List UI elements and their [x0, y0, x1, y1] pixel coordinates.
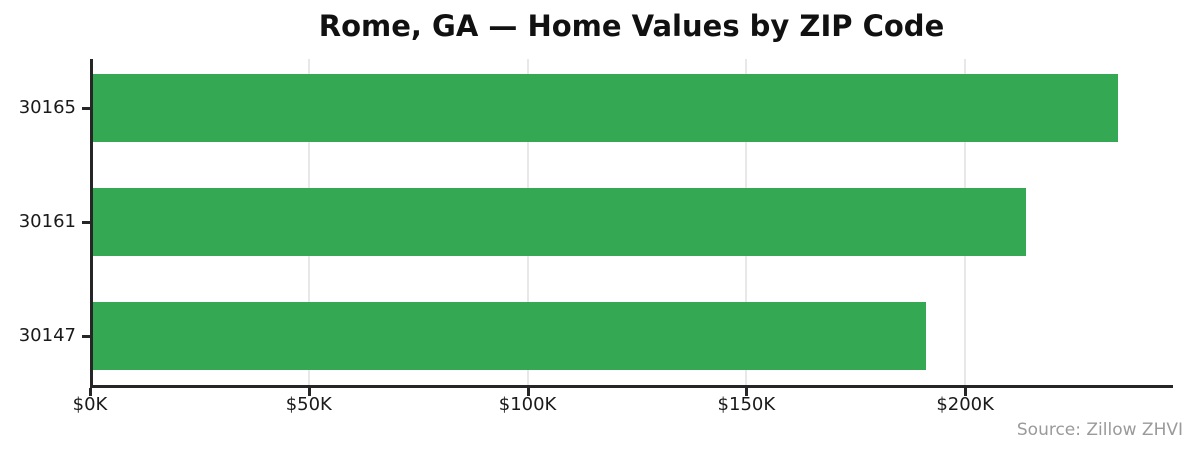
- y-tick-mark: [82, 221, 90, 224]
- x-tick-mark: [89, 388, 92, 396]
- x-tick-label: $200K: [936, 394, 994, 415]
- x-tick-label: $100K: [498, 394, 557, 415]
- x-tick-mark: [526, 388, 530, 396]
- source-note: Source: Zillow ZHVI: [1016, 420, 1183, 440]
- bar-30147: [90, 302, 926, 370]
- x-tick-mark: [745, 388, 749, 396]
- x-axis-line: [90, 385, 1173, 388]
- x-tick-mark: [307, 388, 311, 396]
- x-tick-label: $150K: [717, 394, 776, 415]
- plot-area: [90, 59, 1173, 385]
- bar-30161: [90, 188, 1027, 256]
- x-tick-mark: [964, 388, 968, 396]
- chart-title: Rome, GA — Home Values by ZIP Code: [318, 9, 945, 43]
- bar-30165: [90, 74, 1119, 142]
- x-tick-label: $0K: [72, 394, 108, 415]
- y-tick-mark: [82, 335, 90, 338]
- y-tick-label: 30165: [18, 97, 76, 118]
- y-tick-mark: [82, 107, 90, 110]
- x-tick-label: $50K: [285, 394, 332, 415]
- y-tick-label: 30161: [18, 211, 76, 232]
- y-axis-line: [90, 59, 93, 388]
- y-tick-label: 30147: [18, 325, 76, 346]
